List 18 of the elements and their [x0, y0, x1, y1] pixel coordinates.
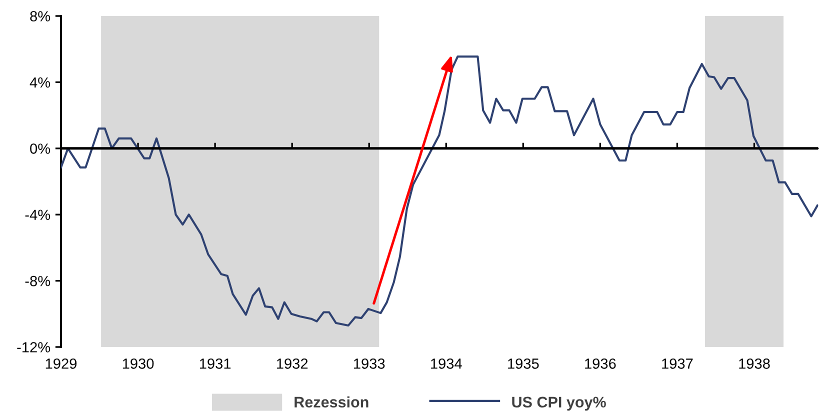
y-tick-label: 8%: [30, 11, 50, 22]
y-tick-label: -8%: [25, 276, 50, 286]
x-tick-label: 1930: [122, 358, 154, 369]
x-tick-label: 1935: [508, 358, 539, 369]
y-tick-label: -12%: [17, 342, 50, 352]
x-tick-label: 1932: [276, 358, 308, 369]
x-tick-label: 1938: [739, 358, 770, 369]
x-tick-label: 1937: [662, 358, 693, 369]
x-tick-label: 1929: [46, 358, 77, 369]
legend-label: Rezession: [294, 396, 368, 408]
x-tick-label: 1933: [354, 358, 385, 369]
legend-label: US CPI yoy%: [512, 396, 606, 411]
x-tick-label: 1936: [585, 358, 616, 369]
x-tick-label: 1931: [200, 358, 231, 369]
x-tick-label: 1934: [431, 358, 462, 369]
y-tick-label: 4%: [30, 77, 50, 88]
y-tick-label: 0%: [30, 144, 50, 154]
y-tick-label: -4%: [25, 210, 50, 220]
